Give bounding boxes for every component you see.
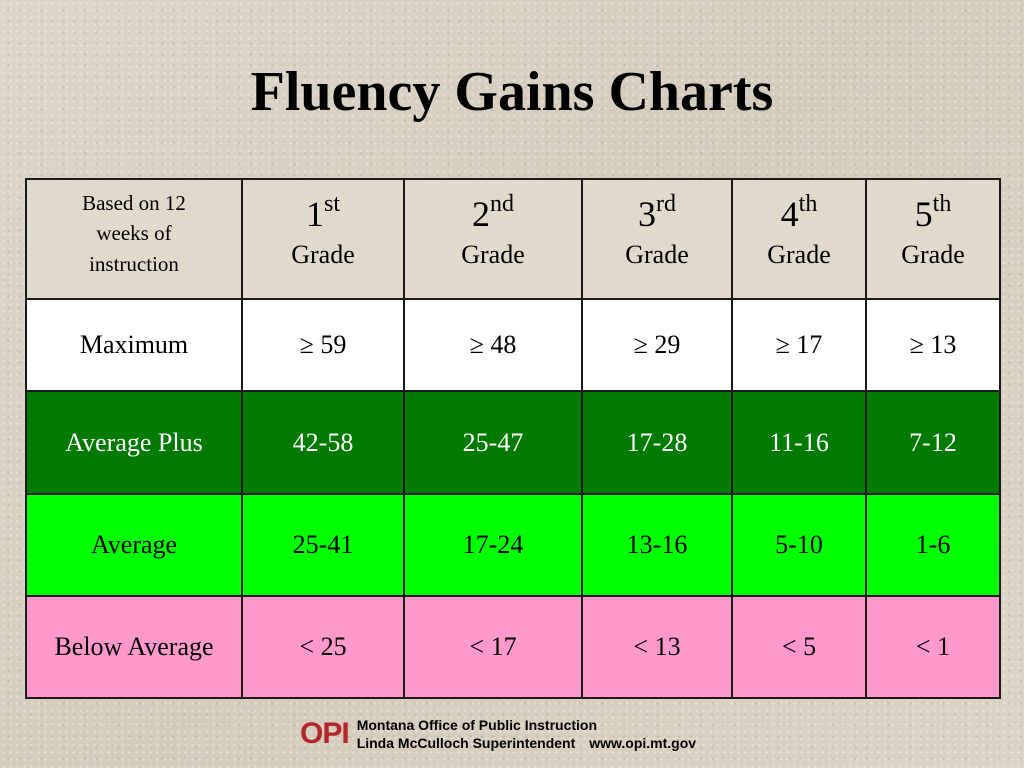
grade-number: 4 (780, 194, 799, 234)
corner-line: weeks of (96, 221, 172, 246)
footer: OPI Montana Office of Public Instruction… (300, 714, 696, 754)
row-below-average: Below Average < 25 < 17 < 13 < 5 < 1 (25, 595, 1001, 699)
grade-number: 5 (914, 194, 933, 234)
grade-word: Grade (625, 240, 689, 269)
footer-org: Montana Office of Public Instruction (356, 717, 598, 733)
grade-ordinal: nd (490, 191, 514, 217)
table-cell: 42-58 (241, 390, 405, 495)
row-maximum: Maximum ≥ 59 ≥ 48 ≥ 29 ≥ 17 ≥ 13 (25, 298, 1001, 392)
footer-superintendent: Linda McCulloch Superintendent (356, 735, 576, 751)
table-cell: 7-12 (865, 390, 1001, 495)
table-cell: 25-47 (403, 390, 583, 495)
table-cell: 11-16 (731, 390, 867, 495)
slide-title: Fluency Gains Charts (250, 61, 774, 123)
table-cell: ≥ 48 (403, 298, 583, 392)
table-cell: 5-10 (731, 493, 867, 597)
row-label: Maximum (25, 298, 243, 392)
grade-word: Grade (461, 240, 525, 269)
table-cell: < 1 (865, 595, 1001, 699)
grade-number: 1 (305, 194, 324, 234)
grade-header-1: 1st Grade (241, 178, 405, 300)
table-cell: ≥ 59 (241, 298, 405, 392)
grade-header-5: 5th Grade (865, 178, 1001, 300)
opi-logo: OPI (300, 717, 350, 750)
grade-header-2: 2nd Grade (403, 178, 583, 300)
grade-word: Grade (291, 240, 355, 269)
table-cell: < 17 (403, 595, 583, 699)
row-label: Below Average (25, 595, 243, 699)
table-cell: 13-16 (581, 493, 733, 597)
corner-line: instruction (89, 251, 179, 276)
grade-word: Grade (767, 240, 831, 269)
grade-number: 3 (638, 194, 656, 234)
grade-word: Grade (901, 240, 965, 269)
footer-text: Montana Office of Public Instruction Lin… (357, 716, 696, 752)
table-cell: < 13 (581, 595, 733, 699)
grade-ordinal: th (798, 191, 818, 217)
grade-ordinal: st (323, 191, 340, 217)
table-header-row: Based on 12 weeks of instruction 1st Gra… (25, 178, 1001, 300)
grade-number: 2 (472, 194, 490, 234)
table-cell: 1-6 (865, 493, 1001, 597)
table-cell: 25-41 (241, 493, 405, 597)
grade-ordinal: rd (656, 191, 676, 217)
grade-ordinal: th (932, 191, 952, 217)
table-cell: < 5 (731, 595, 867, 699)
fluency-table: Based on 12 weeks of instruction 1st Gra… (25, 178, 1001, 699)
row-average: Average 25-41 17-24 13-16 5-10 1-6 (25, 493, 1001, 597)
row-label: Average (25, 493, 243, 597)
footer-line2: Linda McCulloch Superintendent www.opi.mt… (357, 734, 696, 752)
row-label: Average Plus (25, 390, 243, 495)
table-cell: 17-28 (581, 390, 733, 495)
table-cell: < 25 (241, 595, 405, 699)
grade-header-4: 4th Grade (731, 178, 867, 300)
table-corner-note: Based on 12 weeks of instruction (25, 178, 243, 300)
table-cell: ≥ 13 (865, 298, 1001, 392)
table-cell: ≥ 17 (731, 298, 867, 392)
corner-line: Based on 12 (82, 191, 186, 215)
footer-url: www.opi.mt.gov (589, 735, 697, 751)
table-cell: ≥ 29 (581, 298, 733, 392)
grade-header-3: 3rd Grade (581, 178, 733, 300)
row-average-plus: Average Plus 42-58 25-47 17-28 11-16 7-1… (25, 390, 1001, 495)
table-cell: 17-24 (403, 493, 583, 597)
